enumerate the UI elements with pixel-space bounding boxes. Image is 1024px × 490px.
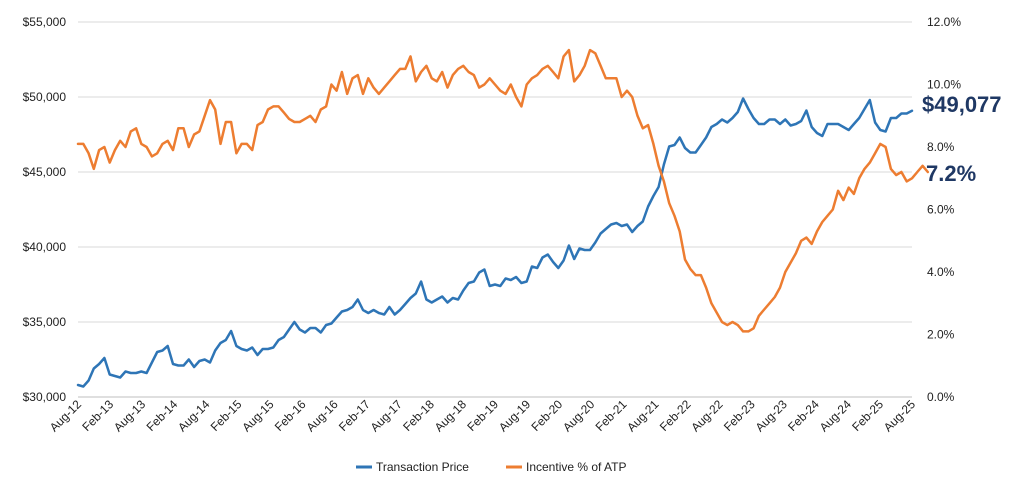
left-tick-label: $40,000 <box>23 240 67 254</box>
x-tick-label: Aug-19 <box>496 397 533 434</box>
x-tick-label: Aug-20 <box>560 397 597 434</box>
x-tick-label: Aug-16 <box>303 397 340 434</box>
gridlines <box>78 21 912 398</box>
legend-label-transaction-price: Transaction Price <box>376 460 469 474</box>
x-axis: Aug-12Feb-13Aug-13Feb-14Aug-14Feb-15Aug-… <box>47 396 918 434</box>
right-tick-label: 4.0% <box>927 265 955 279</box>
right-y-axis: 0.0% 2.0% 4.0% 6.0% 8.0% 10.0% 12.0% <box>927 15 961 404</box>
x-tick-label: Feb-25 <box>849 397 886 434</box>
x-tick-label: Aug-15 <box>239 397 276 434</box>
x-tick-label: Feb-19 <box>464 397 501 434</box>
x-tick-label: Aug-17 <box>368 397 405 434</box>
x-tick-label: Feb-17 <box>336 397 373 434</box>
x-tick-label: Feb-18 <box>400 397 437 434</box>
x-tick-label: Aug-13 <box>111 397 148 434</box>
x-tick-label: Aug-21 <box>624 397 661 434</box>
x-tick-label: Feb-23 <box>721 397 758 434</box>
legend: Transaction Price Incentive % of ATP <box>356 460 627 474</box>
x-tick-label: Aug-24 <box>817 397 854 434</box>
x-tick-label: Feb-15 <box>208 397 245 434</box>
x-tick-label: Feb-21 <box>593 397 630 434</box>
x-tick-label: Feb-14 <box>144 397 181 434</box>
x-tick-label: Aug-25 <box>881 397 918 434</box>
x-tick-label: Aug-14 <box>175 397 212 434</box>
right-tick-label: 0.0% <box>927 390 955 404</box>
x-tick-label: Aug-23 <box>753 397 790 434</box>
left-tick-label: $55,000 <box>23 15 67 29</box>
left-tick-label: $50,000 <box>23 90 67 104</box>
right-tick-label: 8.0% <box>927 140 955 154</box>
left-tick-label: $45,000 <box>23 165 67 179</box>
latest-price-callout: $49,077 <box>922 92 1002 117</box>
left-tick-label: $30,000 <box>23 390 67 404</box>
transaction-price-line <box>76 97 914 388</box>
left-y-axis: $30,000 $35,000 $40,000 $45,000 $50,000 $55,0… <box>23 15 67 404</box>
series-lines <box>76 48 930 388</box>
right-tick-label: 2.0% <box>927 328 955 342</box>
x-tick-label: Feb-16 <box>272 397 309 434</box>
incentive-line <box>76 48 930 333</box>
right-tick-label: 10.0% <box>927 78 961 92</box>
x-tick-label: Aug-22 <box>688 397 725 434</box>
right-tick-label: 12.0% <box>927 15 961 29</box>
x-tick-label: Feb-20 <box>528 397 565 434</box>
x-tick-label: Aug-18 <box>432 397 469 434</box>
left-tick-label: $35,000 <box>23 315 67 329</box>
x-tick-label: Feb-22 <box>657 397 694 434</box>
legend-label-incentive: Incentive % of ATP <box>526 460 627 474</box>
x-tick-label: Feb-24 <box>785 397 822 434</box>
latest-incentive-callout: 7.2% <box>926 161 976 186</box>
x-tick-label: Feb-13 <box>79 397 116 434</box>
right-tick-label: 6.0% <box>927 203 955 217</box>
